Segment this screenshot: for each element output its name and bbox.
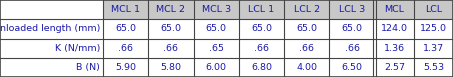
Text: 6.00: 6.00 — [206, 63, 226, 72]
Text: MCL 1: MCL 1 — [111, 5, 140, 14]
Text: K (N/mm): K (N/mm) — [55, 44, 100, 53]
Text: 5.53: 5.53 — [423, 63, 444, 72]
Text: 65.0: 65.0 — [251, 24, 272, 33]
Bar — [148, 38, 193, 58]
Bar — [103, 58, 148, 77]
Text: MCL 3: MCL 3 — [202, 5, 231, 14]
Bar — [0, 38, 103, 58]
Text: 65.0: 65.0 — [115, 24, 136, 33]
Text: 65.0: 65.0 — [206, 24, 226, 33]
Text: 65.0: 65.0 — [296, 24, 317, 33]
Bar — [239, 58, 284, 77]
Bar — [148, 19, 193, 38]
Text: LCL: LCL — [425, 5, 442, 14]
Bar — [375, 19, 414, 38]
Bar — [414, 19, 453, 38]
Text: MCL 2: MCL 2 — [156, 5, 185, 14]
Bar — [239, 38, 284, 58]
Text: LCL 3: LCL 3 — [339, 5, 365, 14]
Bar — [329, 38, 375, 58]
Bar — [329, 58, 375, 77]
Text: 1.37: 1.37 — [423, 44, 444, 53]
Bar — [148, 58, 193, 77]
Text: 125.0: 125.0 — [420, 24, 447, 33]
Bar — [239, 0, 284, 19]
Bar — [193, 0, 239, 19]
Bar — [284, 38, 329, 58]
Text: 6.80: 6.80 — [251, 63, 272, 72]
Text: 65.0: 65.0 — [342, 24, 362, 33]
Text: 1.36: 1.36 — [384, 44, 405, 53]
Bar — [284, 58, 329, 77]
Text: .66: .66 — [164, 44, 178, 53]
Bar — [0, 0, 103, 19]
Text: .66: .66 — [299, 44, 314, 53]
Bar — [193, 38, 239, 58]
Text: 2.57: 2.57 — [384, 63, 405, 72]
Bar — [103, 38, 148, 58]
Text: .66: .66 — [118, 44, 133, 53]
Text: 5.80: 5.80 — [160, 63, 181, 72]
Bar — [375, 58, 414, 77]
Bar — [0, 19, 103, 38]
Text: .66: .66 — [254, 44, 269, 53]
Bar — [414, 0, 453, 19]
Bar — [329, 19, 375, 38]
Bar — [414, 58, 453, 77]
Bar — [0, 58, 103, 77]
Text: LCL 1: LCL 1 — [248, 5, 275, 14]
Bar — [239, 19, 284, 38]
Text: unloaded length (mm): unloaded length (mm) — [0, 24, 100, 33]
Bar — [329, 0, 375, 19]
Text: .65: .65 — [209, 44, 224, 53]
Text: MCL: MCL — [384, 5, 405, 14]
Text: LCL 2: LCL 2 — [294, 5, 320, 14]
Text: 4.00: 4.00 — [296, 63, 317, 72]
Bar — [284, 0, 329, 19]
Bar — [193, 58, 239, 77]
Bar — [193, 19, 239, 38]
Text: .66: .66 — [345, 44, 360, 53]
Bar — [284, 19, 329, 38]
Bar — [375, 38, 414, 58]
Bar — [148, 0, 193, 19]
Text: 65.0: 65.0 — [160, 24, 181, 33]
Bar — [103, 19, 148, 38]
Bar — [414, 38, 453, 58]
Text: 5.90: 5.90 — [115, 63, 136, 72]
Bar — [375, 0, 414, 19]
Text: B (N): B (N) — [77, 63, 100, 72]
Text: 124.0: 124.0 — [381, 24, 408, 33]
Text: 6.50: 6.50 — [342, 63, 362, 72]
Bar — [103, 0, 148, 19]
